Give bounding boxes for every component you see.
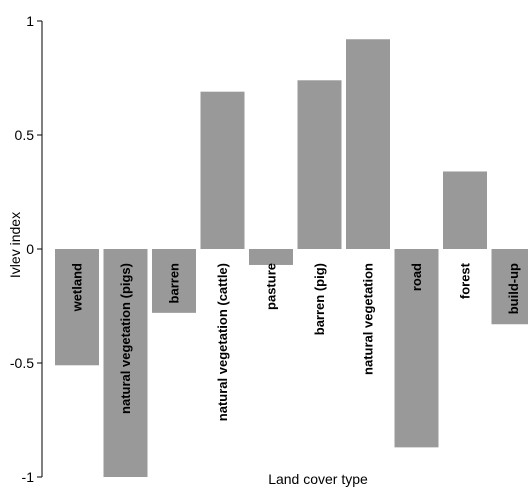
bar-pasture [249,249,293,265]
category-label: natural vegetation [361,263,376,375]
bar-natural-vegetation-cattle [200,91,245,250]
bar-barren [152,249,196,313]
y-tick-label: -1 [22,469,35,485]
bars-group [55,39,528,477]
category-label: wetland [70,263,85,312]
y-axis-title: Ivlev index [7,212,23,278]
y-tick-label: 0.5 [15,127,35,143]
bar-natural-vegetation [346,39,390,249]
y-tick-label: 1 [26,13,34,29]
y-ticks-group: -1 -0.5 0 0.5 1 [10,13,42,485]
category-label: forest [458,262,473,299]
category-labels-group: wetland natural vegetation (pigs) barren na… [70,262,522,421]
category-label: pasture [264,263,279,310]
y-tick-label: -0.5 [10,355,34,371]
category-label: road [409,263,424,291]
bar-build-up [491,249,528,325]
category-label: natural vegetation (pigs) [118,263,133,414]
bar-barren-pig [297,80,342,249]
bar-road [394,249,439,448]
y-tick-label: 0 [26,241,34,257]
category-label: barren [167,263,182,304]
category-label: barren (pig) [312,263,327,335]
x-axis-title: Land cover type [268,471,368,487]
bar-natural-vegetation-pigs [103,249,148,477]
bar-wetland [55,249,99,366]
bar-forest [443,171,487,249]
category-label: build-up [506,263,521,314]
category-label: natural vegetation (cattle) [215,263,230,421]
